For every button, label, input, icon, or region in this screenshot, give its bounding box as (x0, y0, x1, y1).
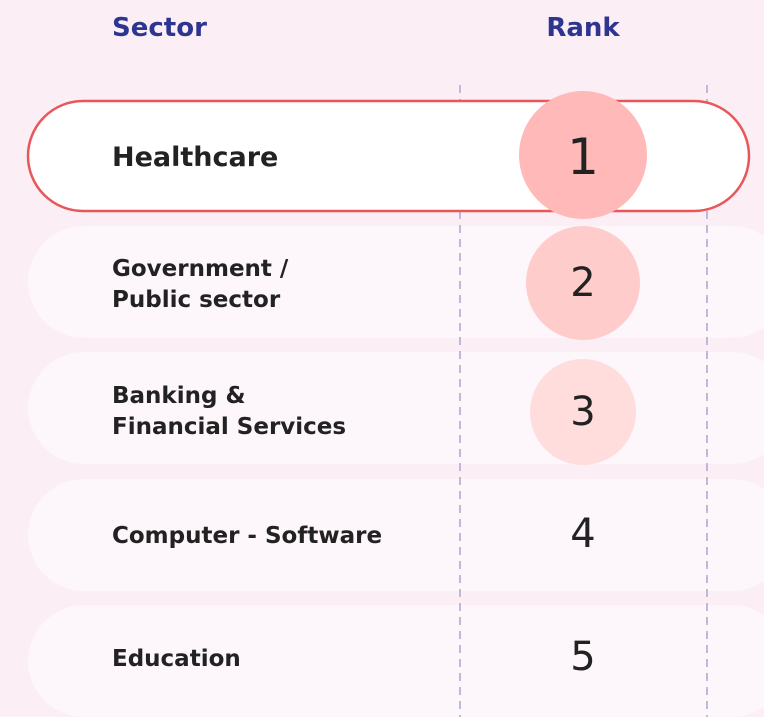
rank-circle (526, 226, 640, 340)
rank-number: 4 (570, 511, 595, 557)
sector-line: Healthcare (112, 142, 278, 173)
sector-name: Education (112, 646, 241, 672)
sector-name: Government / Public sector (112, 256, 289, 313)
sector-name: Banking & Financial Services (112, 383, 346, 440)
rank-number: 2 (570, 260, 595, 306)
sector-header: Sector (112, 13, 207, 43)
sector-name: Computer - Software (112, 523, 382, 549)
rank-circle (530, 359, 636, 465)
sector-line: Education (112, 646, 241, 672)
rank-header: Rank (546, 13, 620, 43)
rank-number: 1 (567, 128, 599, 186)
row-background (28, 226, 764, 338)
sector-line: Government / (112, 256, 289, 282)
sector-line: Public sector (112, 287, 281, 313)
rank-number: 3 (570, 389, 595, 435)
rank-number: 5 (570, 634, 595, 680)
sector-line: Computer - Software (112, 523, 382, 549)
sector-name: Healthcare (112, 142, 278, 173)
sector-line: Banking & (112, 383, 246, 409)
rank-circle (519, 91, 647, 219)
row-background (28, 479, 764, 591)
row-background (28, 605, 764, 717)
sector-line: Financial Services (112, 414, 346, 440)
